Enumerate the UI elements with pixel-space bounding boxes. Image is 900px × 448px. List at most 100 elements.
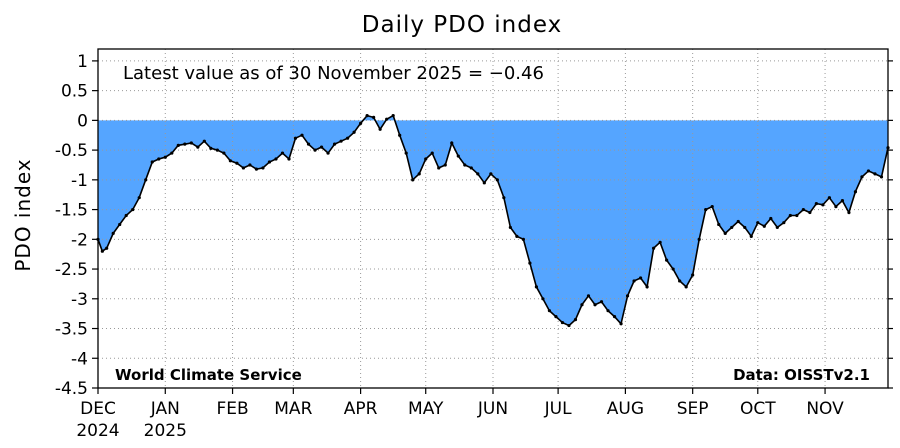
data-point — [398, 133, 402, 137]
data-point — [853, 190, 858, 194]
data-point — [261, 166, 265, 170]
data-point — [665, 258, 669, 262]
data-point — [827, 196, 832, 200]
data-point — [521, 237, 525, 241]
data-point — [430, 151, 434, 155]
data-point — [808, 210, 812, 215]
data-point — [274, 157, 278, 161]
data-point — [124, 213, 128, 218]
y-tick-label: 0.5 — [61, 82, 88, 102]
data-point — [788, 213, 792, 218]
data-point — [359, 121, 363, 125]
x-tick-label: AUG — [607, 399, 644, 419]
data-point — [378, 127, 382, 131]
data-point — [105, 246, 109, 250]
data-point — [365, 114, 369, 118]
data-point — [437, 166, 441, 170]
data-point — [612, 315, 617, 319]
data-point — [704, 207, 708, 212]
x-tick-label: OCT — [740, 399, 776, 419]
data-point — [443, 163, 447, 167]
x-tick-label: MAY — [408, 399, 444, 419]
data-point — [118, 222, 122, 227]
x-tick-label: JUN — [477, 399, 508, 419]
data-point — [573, 318, 578, 322]
data-point — [840, 199, 845, 203]
y-tick-label: -1 — [71, 171, 88, 191]
data-point — [482, 181, 486, 185]
x-tick-label: NOV — [806, 399, 844, 419]
data-point — [254, 167, 259, 171]
data-point — [834, 205, 838, 209]
data-point — [547, 309, 552, 313]
data-point — [593, 303, 597, 307]
data-point — [469, 166, 473, 170]
y-axis-label: PDO index — [11, 158, 35, 271]
data-point — [782, 221, 786, 225]
x-tick-label: APR — [344, 399, 378, 419]
data-point — [541, 297, 545, 301]
data-point — [404, 151, 408, 155]
data-point — [319, 145, 324, 149]
credit-left: World Climate Service — [115, 366, 302, 384]
data-point — [625, 294, 630, 298]
x-tick-label: JAN — [150, 399, 180, 419]
data-point — [313, 148, 317, 152]
data-point — [326, 151, 330, 155]
data-point — [795, 213, 799, 218]
latest-value-annotation: Latest value as of 30 November 2025 = −0… — [123, 63, 544, 84]
data-point — [606, 309, 610, 313]
data-point — [775, 225, 779, 230]
data-point — [352, 130, 356, 134]
data-point — [502, 196, 506, 200]
data-point — [345, 136, 350, 140]
x-tick-year-label: 2025 — [144, 421, 187, 441]
data-point — [411, 178, 415, 182]
data-point — [554, 315, 558, 319]
data-point — [821, 203, 825, 207]
data-point — [580, 303, 584, 307]
y-tick-label: 0 — [77, 111, 88, 131]
y-tick-label: -3 — [71, 290, 88, 310]
data-point — [879, 175, 884, 179]
data-point — [749, 234, 753, 238]
data-point — [860, 175, 864, 179]
data-point — [306, 142, 311, 146]
data-point — [697, 237, 701, 241]
data-point — [684, 285, 688, 289]
data-point — [424, 157, 428, 161]
data-point — [756, 221, 760, 225]
data-point — [619, 322, 623, 326]
data-point — [652, 246, 656, 250]
area-fill — [98, 115, 888, 326]
data-point — [866, 169, 871, 173]
data-point — [476, 172, 480, 176]
data-point — [235, 161, 239, 165]
data-point — [287, 157, 291, 161]
x-tick-year-label: 2024 — [76, 421, 119, 441]
data-point — [801, 207, 805, 212]
data-point — [560, 320, 565, 325]
data-point — [456, 154, 460, 158]
data-point — [372, 115, 376, 119]
data-point — [170, 151, 174, 155]
data-point — [267, 160, 272, 164]
data-point — [599, 300, 604, 304]
data-point — [678, 279, 682, 283]
x-tick-label: MAR — [274, 399, 312, 419]
data-point — [508, 225, 512, 230]
data-point — [293, 136, 298, 140]
data-point — [137, 196, 141, 200]
data-point — [332, 142, 337, 146]
data-point — [144, 178, 148, 182]
x-tick-label: FEB — [216, 399, 248, 419]
data-point — [586, 294, 591, 298]
data-point — [339, 139, 343, 143]
data-point — [658, 240, 662, 244]
y-tick-label: -1.5 — [55, 201, 88, 221]
data-point — [567, 323, 571, 328]
data-point — [280, 151, 285, 155]
data-point — [717, 222, 721, 227]
data-point — [489, 172, 493, 176]
data-point — [241, 166, 246, 170]
